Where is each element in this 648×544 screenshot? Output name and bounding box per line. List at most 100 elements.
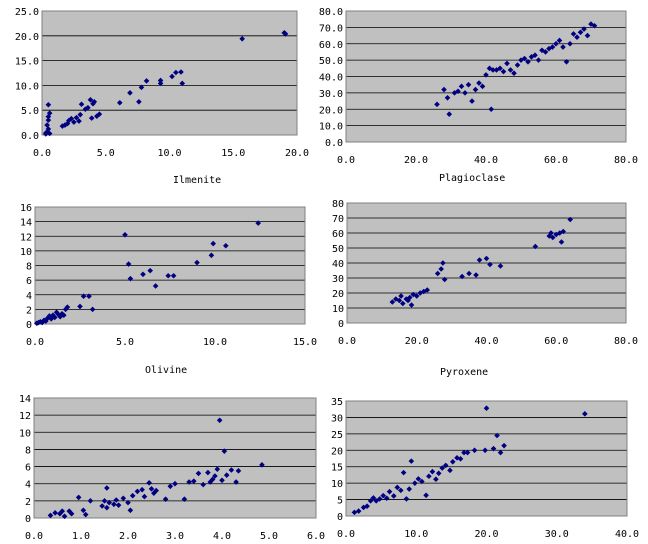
data-point — [146, 480, 152, 486]
data-point — [521, 55, 528, 62]
data-point — [488, 106, 495, 113]
y-tick-label: 40 — [332, 259, 344, 270]
data-point — [235, 468, 242, 474]
data-point — [553, 231, 560, 238]
data-point — [101, 498, 108, 504]
data-point — [43, 130, 49, 136]
data-point — [367, 498, 374, 504]
data-point — [386, 488, 393, 495]
y-tick-label: 30.0 — [319, 89, 343, 100]
data-point — [539, 47, 545, 54]
data-point — [143, 78, 150, 84]
data-point — [581, 26, 587, 32]
data-point — [417, 290, 424, 296]
x-tick-label: 15.0 — [293, 337, 317, 348]
x-tick-label: 40.0 — [474, 155, 498, 166]
data-point — [360, 504, 367, 511]
data-point — [53, 309, 60, 316]
data-point — [68, 115, 75, 122]
data-point — [233, 479, 239, 485]
data-point — [45, 113, 52, 120]
data-point — [75, 494, 82, 501]
data-point — [115, 502, 122, 508]
data-point — [208, 252, 215, 259]
y-tick-label: 6 — [25, 463, 31, 474]
data-point — [398, 293, 404, 299]
x-tick-label: 5.0 — [97, 148, 115, 159]
scatter-chart-5: 0 2 4 6 8 10 12 14 0.0 1.0 2.0 3.0 4.0 5.0 6.0 — [19, 394, 325, 542]
x-tick-label: 10.0 — [203, 337, 227, 348]
data-point — [459, 273, 465, 280]
data-point — [129, 492, 136, 499]
data-point — [173, 69, 179, 76]
data-point — [77, 111, 84, 118]
data-point — [582, 411, 588, 417]
data-point — [591, 22, 598, 29]
y-tick-label: 60.0 — [319, 40, 343, 51]
data-point — [181, 496, 188, 502]
data-point — [458, 83, 465, 90]
data-point — [77, 303, 83, 310]
y-tick-label: 35 — [331, 397, 343, 408]
x-tick-label: 1.0 — [72, 531, 90, 542]
data-point — [424, 287, 431, 293]
data-point — [490, 67, 496, 73]
y-tick-label: 16 — [20, 203, 32, 214]
data-point — [400, 469, 407, 476]
y-tick-label: 12 — [19, 411, 31, 422]
data-point — [178, 69, 184, 75]
data-point — [514, 62, 521, 68]
x-tick-label: 2.0 — [119, 531, 137, 542]
data-point — [434, 270, 441, 277]
data-point — [52, 314, 58, 321]
y-tick-label: 0.0 — [21, 131, 39, 142]
data-point — [497, 449, 504, 456]
y-tick-label: 14 — [19, 394, 31, 405]
y-tick-label: 5.0 — [21, 106, 39, 117]
data-point — [55, 311, 62, 318]
data-point — [46, 110, 53, 116]
data-point — [73, 114, 80, 121]
data-point — [50, 312, 56, 319]
y-tick-label: 25.0 — [15, 7, 39, 18]
chart-title-ilmenite: Ilmenite — [173, 175, 222, 186]
y-tick-label: 2 — [26, 305, 32, 316]
y-tick-label: 50 — [332, 244, 344, 255]
data-point — [472, 86, 479, 93]
data-point — [408, 302, 415, 308]
data-point — [497, 263, 504, 269]
data-point — [501, 442, 507, 449]
data-point — [255, 220, 261, 226]
data-point — [535, 57, 542, 63]
data-point — [99, 503, 105, 509]
y-tick-label: 2 — [25, 497, 31, 508]
data-point — [200, 481, 206, 488]
data-point — [45, 126, 52, 132]
data-point — [462, 90, 468, 96]
y-tick-label: 8 — [25, 445, 31, 456]
y-tick-label: 30 — [331, 413, 343, 424]
x-tick-label: 40.0 — [474, 336, 498, 347]
data-point — [549, 44, 556, 50]
data-point — [563, 58, 570, 65]
data-point — [548, 230, 554, 236]
y-tick-label: 25 — [331, 430, 343, 441]
data-point — [396, 297, 403, 304]
plot-area — [42, 11, 297, 135]
x-tick-label: 3.0 — [166, 531, 184, 542]
data-point — [504, 60, 510, 67]
data-point — [44, 122, 50, 128]
data-point — [441, 276, 448, 283]
data-point — [549, 234, 556, 241]
data-point — [455, 88, 461, 95]
data-point — [584, 32, 591, 39]
data-point — [57, 510, 63, 517]
y-tick-label: 10 — [331, 479, 343, 490]
data-point — [148, 486, 155, 492]
y-tick-label: 0 — [338, 319, 344, 330]
x-tick-label: 40.0 — [615, 529, 639, 540]
chart-title-olivine: Olivine — [145, 365, 188, 376]
data-point — [412, 480, 418, 486]
data-point — [532, 243, 539, 250]
data-point — [434, 101, 440, 108]
